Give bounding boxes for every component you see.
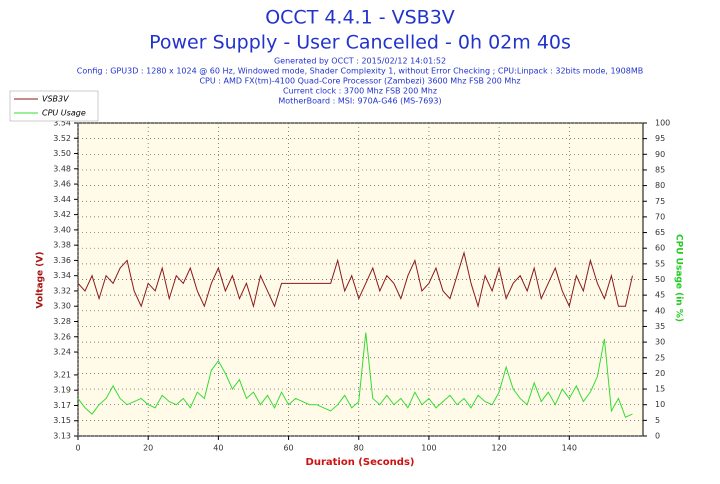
info-line: MotherBoard : MSI: 970A-G46 (MS-7693) [278,97,441,106]
chart-title: OCCT 4.4.1 - VSB3V [265,7,455,29]
x-tick-label: 0 [75,444,80,453]
y-tick-label: 3.26 [53,332,71,341]
y2-tick-label: 100 [655,119,670,128]
x-tick-label: 40 [213,444,223,453]
y2-tick-label: 50 [655,275,665,284]
y2-tick-label: 55 [655,259,665,268]
y-tick-label: 3.40 [53,225,71,234]
y-tick-label: 3.52 [53,134,71,143]
y-tick-label: 3.24 [53,348,71,357]
y2-tick-label: 35 [655,322,665,331]
y-tick-label: 3.46 [53,180,71,189]
y-tick-label: 3.13 [53,432,71,441]
y2-tick-label: 95 [655,134,665,143]
y-tick-label: 3.38 [53,241,71,250]
y2-tick-label: 80 [655,181,665,190]
y-tick-label: 3.30 [53,302,71,311]
y2-tick-label: 70 [655,212,665,221]
y-tick-label: 3.36 [53,256,71,265]
legend-label: CPU Usage [42,109,86,118]
y-tick-label: 3.44 [53,195,71,204]
y2-tick-label: 25 [655,353,665,362]
x-tick-label: 80 [354,444,364,453]
x-tick-label: 120 [491,444,506,453]
y2-tick-label: 60 [655,244,665,253]
y2-tick-label: 45 [655,291,665,300]
y-axis-label: Voltage (V) [36,252,46,309]
data-line [77,250,633,309]
x-tick-label: 20 [143,444,153,453]
info-line: Current clock : 3700 Mhz FSB 200 Mhz [283,87,437,96]
y2-axis-label: CPU Usage (in %) [674,234,684,322]
x-tick-label: 60 [283,444,293,453]
x-tick-label: 140 [562,444,577,453]
y-tick-label: 3.15 [53,416,71,425]
info-line: Config : GPU3D : 1280 x 1024 @ 60 Hz, Wi… [77,67,643,76]
x-tick-label: 100 [421,444,436,453]
y-tick-label: 3.54 [53,119,71,128]
y2-tick-label: 40 [655,306,665,315]
y2-tick-label: 30 [655,338,665,347]
info-line: CPU : AMD FX(tm)-4100 Quad-Core Processo… [199,77,520,86]
y2-tick-label: 5 [655,416,660,425]
y-tick-label: 3.34 [53,271,71,280]
x-axis-label: Duration (Seconds) [306,457,415,468]
y2-tick-label: 65 [655,228,665,237]
y-tick-label: 3.17 [53,401,71,410]
y-tick-label: 3.19 [53,386,71,395]
y2-tick-label: 10 [655,400,665,409]
y2-tick-label: 0 [655,432,660,441]
y2-tick-label: 75 [655,197,665,206]
legend-label: VSB3V [42,95,69,104]
y-tick-label: 3.28 [53,317,71,326]
y-tick-label: 3.42 [53,210,71,219]
y-tick-label: 3.48 [53,164,71,173]
info-line: Generated by OCCT : 2015/02/12 14:01:52 [274,57,446,66]
y2-tick-label: 20 [655,369,665,378]
y-tick-label: 3.32 [53,286,71,295]
legend-box [9,90,99,122]
chart-subtitle: Power Supply - User Cancelled - 0h 02m 4… [149,32,571,54]
y-tick-label: 3.21 [53,370,71,379]
data-line [77,332,633,418]
y2-tick-label: 15 [655,385,665,394]
y2-tick-label: 90 [655,150,665,159]
y2-tick-label: 85 [655,165,665,174]
y-tick-label: 3.50 [53,149,71,158]
